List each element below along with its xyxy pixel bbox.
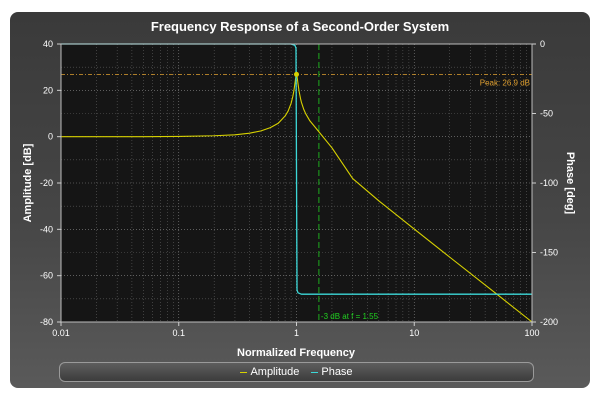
x-tick-label: 0.1 bbox=[172, 328, 185, 338]
legend-item-phase: Phase bbox=[311, 366, 353, 378]
y2-tick-label: 0 bbox=[540, 39, 545, 49]
axes-layer: 0.01 0.1 1 10 100 40 20 0 -20 -40 -60 -80 0 -50 -100 -1… bbox=[40, 39, 558, 338]
legend: Amplitude Phase bbox=[59, 362, 534, 382]
x-axis-label: Normalized Frequency bbox=[237, 347, 356, 359]
peak-marker bbox=[294, 71, 299, 77]
y-axis-label: Amplitude [dB] bbox=[22, 143, 34, 222]
legend-label-amplitude: Amplitude bbox=[250, 366, 300, 378]
cutoff-annotation-label: -3 dB at f = 1.55 bbox=[321, 312, 379, 321]
legend-item-amplitude: Amplitude bbox=[240, 366, 299, 378]
y-tick-label: -60 bbox=[40, 271, 53, 281]
grid-lines bbox=[60, 43, 532, 323]
y2-tick-label: -150 bbox=[540, 248, 558, 258]
x-tick-label: 1 bbox=[294, 328, 299, 338]
chart-title: Frequency Response of a Second-Order Sys… bbox=[150, 19, 450, 34]
legend-swatch-phase bbox=[311, 371, 319, 373]
y-tick-label: 40 bbox=[43, 39, 53, 49]
y-tick-label: -80 bbox=[40, 317, 53, 327]
y-tick-label: 0 bbox=[48, 132, 53, 142]
peak-annotation-label: Peak: 26.9 dB bbox=[480, 78, 530, 87]
y-tick-label: -20 bbox=[40, 178, 53, 188]
y2-tick-label: -200 bbox=[540, 317, 558, 327]
y-tick-label: 20 bbox=[43, 85, 53, 95]
y2-axis-label: Phase [deg] bbox=[564, 152, 576, 215]
legend-swatch-amplitude bbox=[240, 371, 248, 373]
legend-label-phase: Phase bbox=[321, 366, 353, 378]
y-tick-label: -40 bbox=[40, 224, 53, 234]
x-tick-label: 10 bbox=[409, 328, 419, 338]
y2-tick-label: -50 bbox=[540, 109, 553, 119]
x-tick-label: 100 bbox=[524, 328, 539, 338]
y2-tick-label: -100 bbox=[540, 178, 558, 188]
x-tick-label: 0.01 bbox=[52, 328, 70, 338]
